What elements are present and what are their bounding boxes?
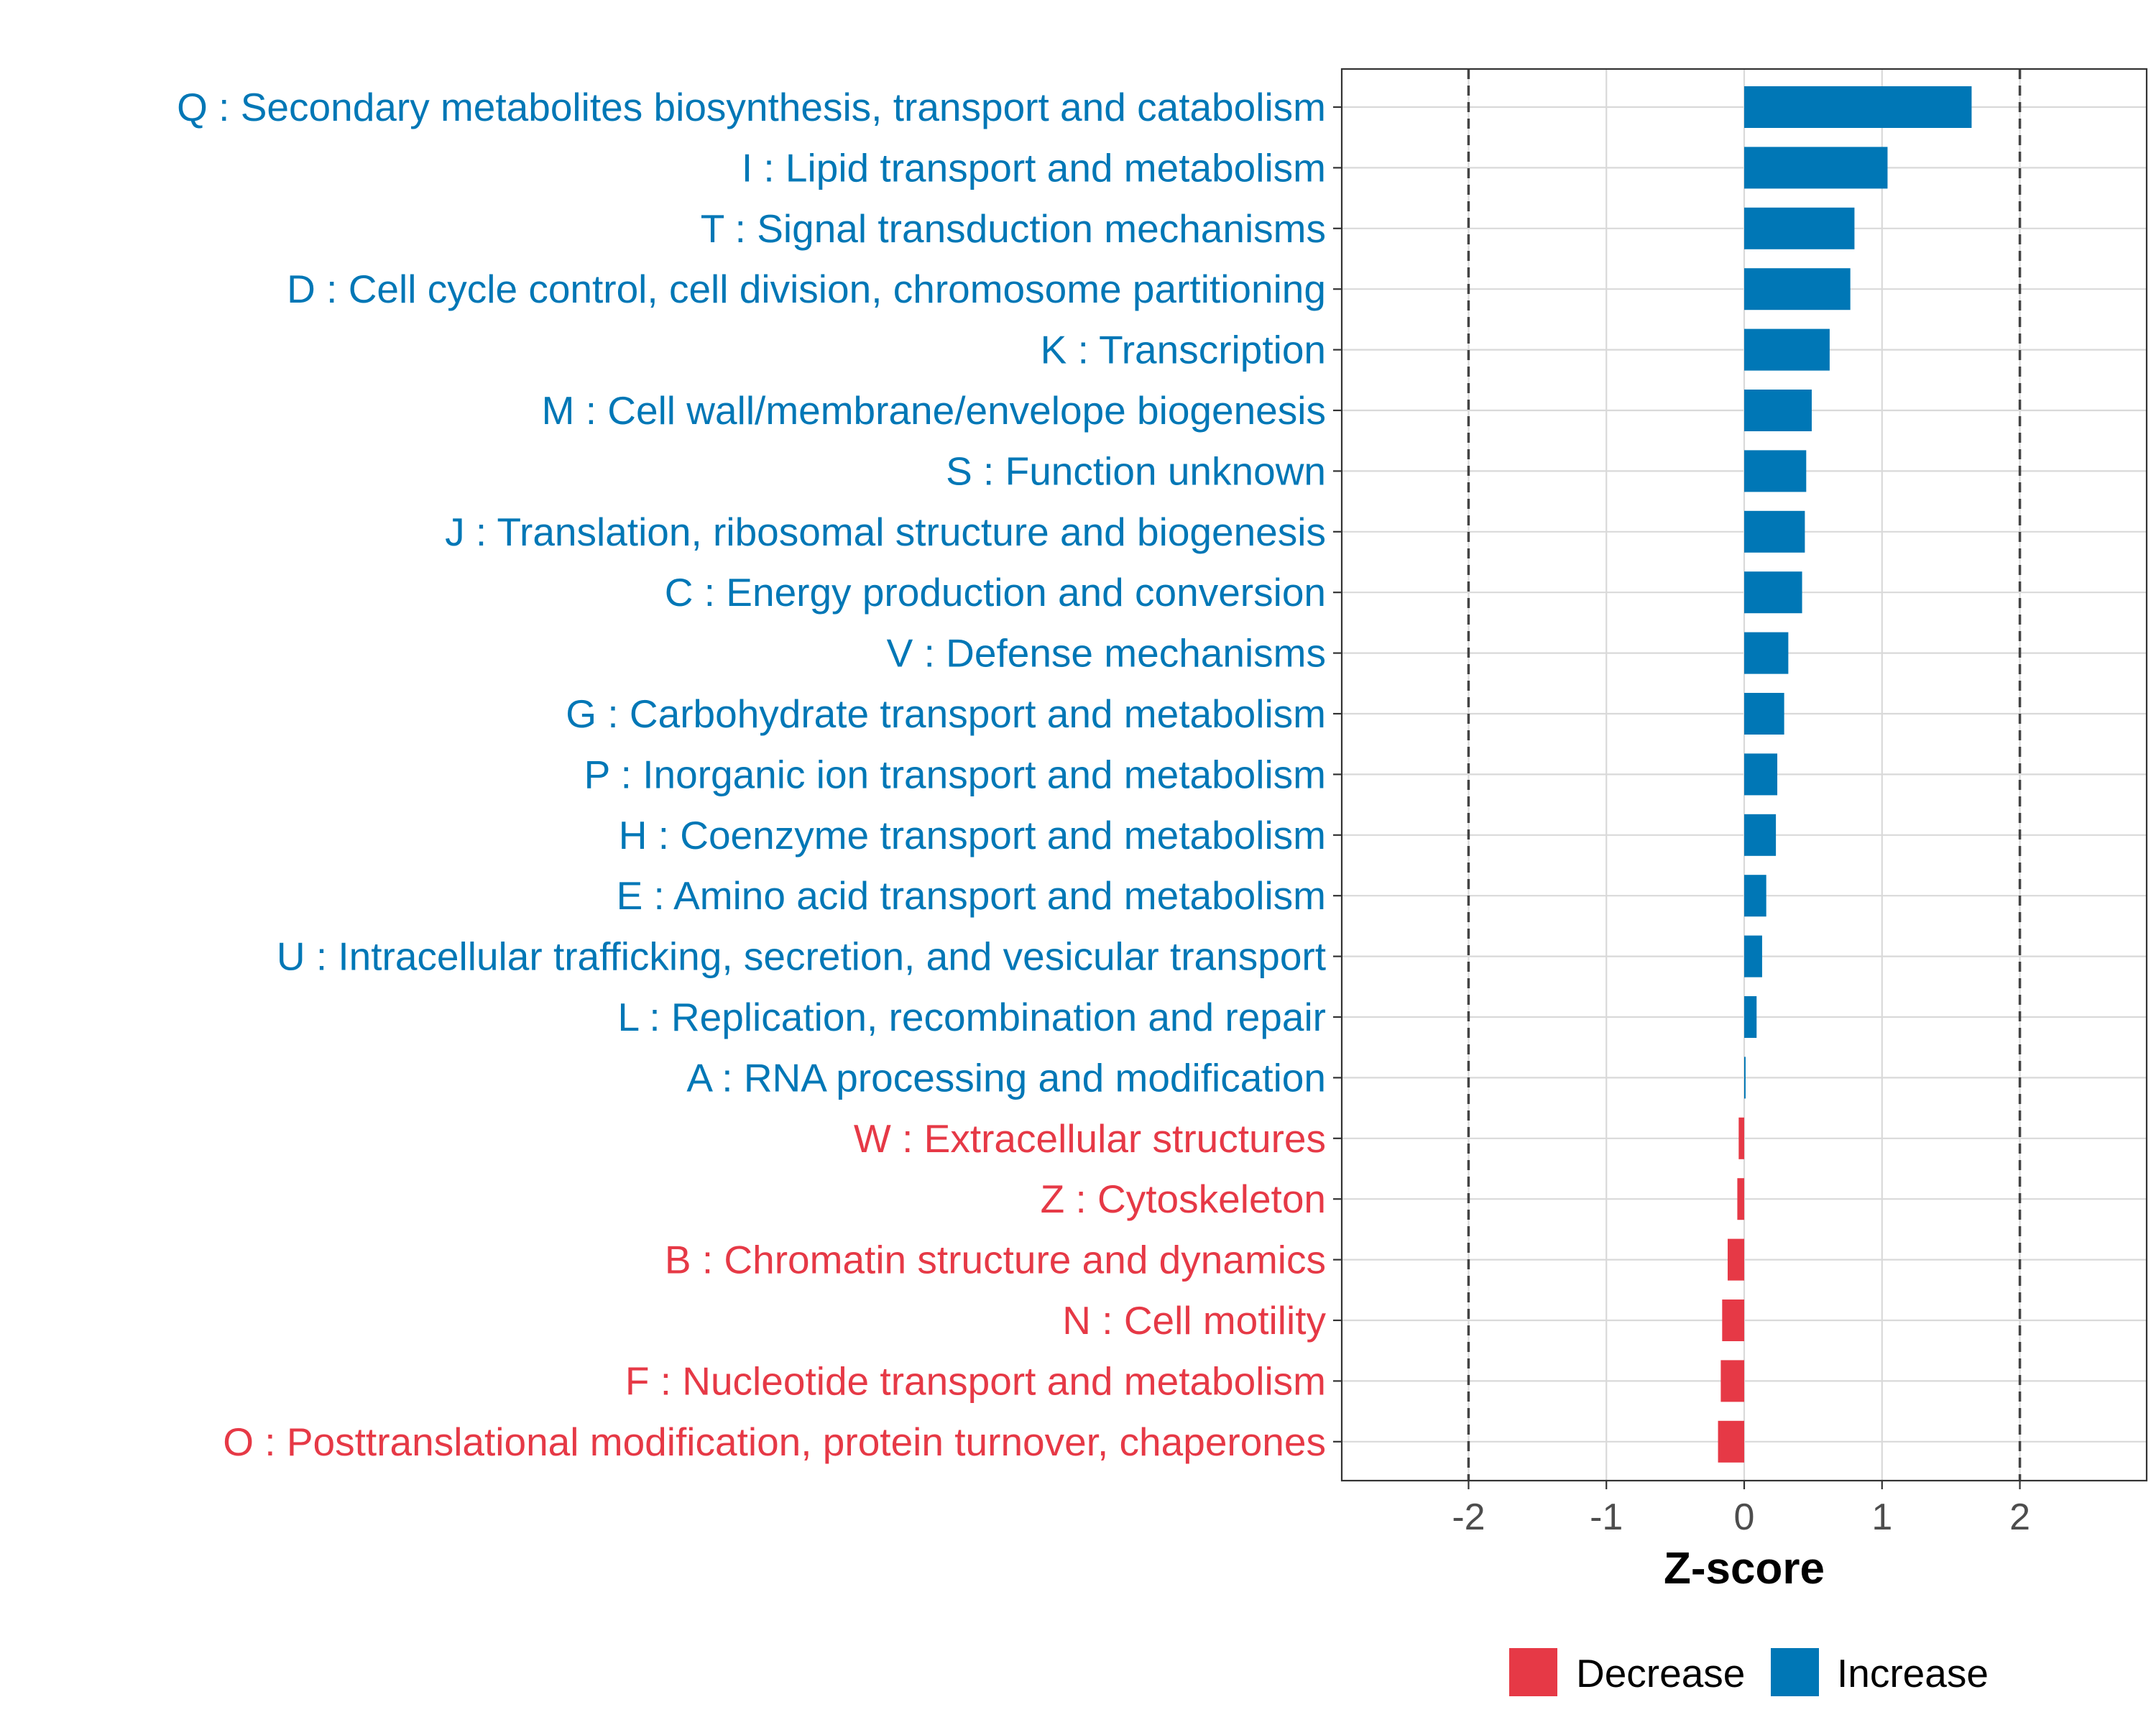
category-label: W : Extracellular structures [854, 1116, 1326, 1161]
bar [1744, 86, 1972, 128]
category-label: E : Amino acid transport and metabolism [617, 873, 1326, 918]
category-label: L : Replication, recombination and repai… [618, 995, 1326, 1039]
bar [1720, 1360, 1744, 1402]
x-tick-label: 2 [2009, 1496, 2030, 1538]
bar [1744, 328, 1830, 371]
category-label: D : Cell cycle control, cell division, c… [287, 267, 1326, 311]
bar [1744, 147, 1888, 189]
bar [1744, 814, 1777, 856]
bar [1744, 753, 1778, 796]
bar [1744, 996, 1757, 1038]
bar [1744, 510, 1805, 553]
y-axis-ticks [1333, 106, 1342, 1443]
category-label: T : Signal transduction mechanisms [701, 206, 1326, 251]
bar [1744, 875, 1766, 917]
category-label: F : Nucleotide transport and metabolism [625, 1358, 1326, 1403]
bars [1718, 86, 1972, 1463]
category-label: K : Transcription [1041, 328, 1326, 372]
category-label: Q : Secondary metabolites biosynthesis, … [177, 85, 1326, 129]
x-tick-label: -2 [1452, 1496, 1485, 1538]
bar [1744, 632, 1789, 674]
bar [1744, 571, 1802, 614]
category-label: V : Defense mechanisms [887, 631, 1326, 676]
bar [1744, 450, 1807, 492]
category-label: H : Coenzyme transport and metabolism [619, 813, 1326, 857]
category-label: A : RNA processing and modification [686, 1055, 1326, 1100]
legend-label-decrease: Decrease [1576, 1651, 1745, 1696]
category-label: I : Lipid transport and metabolism [742, 145, 1326, 190]
category-label: J : Translation, ribosomal structure and… [445, 510, 1326, 554]
legend: Decrease Increase [1509, 1648, 1989, 1696]
category-label: N : Cell motility [1062, 1298, 1326, 1343]
bar [1738, 1117, 1744, 1159]
category-label: S : Function unknown [946, 448, 1326, 493]
category-label: Z : Cytoskeleton [1041, 1177, 1326, 1221]
category-label: C : Energy production and conversion [665, 570, 1326, 615]
x-tick-label: 1 [1871, 1496, 1892, 1538]
x-axis-title: Z-score [1664, 1544, 1825, 1593]
category-label: P : Inorganic ion transport and metaboli… [584, 752, 1326, 796]
category-label: B : Chromatin structure and dynamics [665, 1238, 1326, 1282]
x-axis-ticks: -2 -1 0 1 2 [1452, 1481, 2030, 1538]
bar [1744, 268, 1851, 310]
legend-swatch-increase [1771, 1648, 1819, 1696]
bar [1718, 1420, 1744, 1463]
legend-label-increase: Increase [1837, 1651, 1989, 1696]
bar [1744, 935, 1762, 978]
bar [1737, 1178, 1744, 1220]
y-axis-category-labels: Q : Secondary metabolites biosynthesis, … [177, 85, 1326, 1464]
legend-swatch-decrease [1509, 1648, 1557, 1696]
category-label: O : Posttranslational modification, prot… [223, 1420, 1326, 1464]
category-label: M : Cell wall/membrane/envelope biogenes… [542, 388, 1326, 433]
x-tick-label: -1 [1590, 1496, 1623, 1538]
bar [1744, 207, 1855, 249]
category-label: U : Intracellular trafficking, secretion… [277, 934, 1326, 979]
bar [1722, 1300, 1744, 1341]
x-tick-label: 0 [1734, 1496, 1755, 1538]
bar [1727, 1238, 1744, 1281]
bar [1744, 390, 1812, 431]
bar [1744, 1057, 1746, 1099]
reference-lines [1467, 69, 2022, 1481]
bar [1744, 693, 1784, 735]
category-label: G : Carbohydrate transport and metabolis… [566, 691, 1326, 736]
